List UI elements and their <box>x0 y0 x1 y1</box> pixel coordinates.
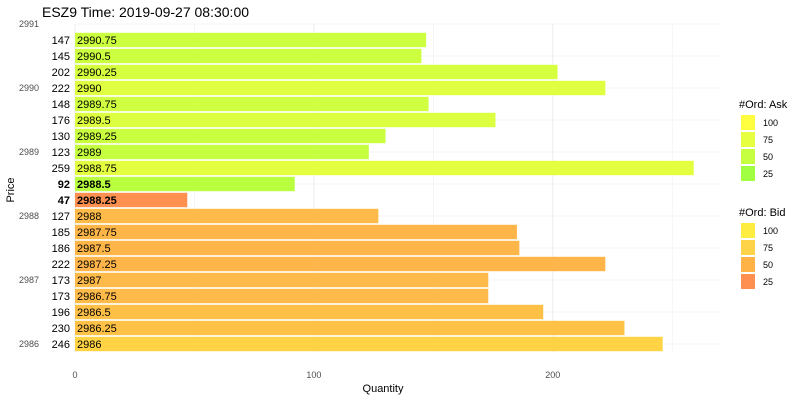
legend-label-bid: 100 <box>763 226 778 236</box>
legend-label-ask: 75 <box>763 135 773 145</box>
price-label: 2988.5 <box>77 179 111 191</box>
price-label: 2988.75 <box>77 163 117 175</box>
legend-label-bid: 75 <box>763 243 773 253</box>
x-tick-label: 0 <box>72 370 77 380</box>
legend-title-bid: #Ord: Bid <box>739 207 785 219</box>
y-tick-label: 2988 <box>19 211 39 221</box>
price-label: 2987.75 <box>77 227 117 239</box>
qty-label: 127 <box>52 211 70 223</box>
qty-label: 92 <box>58 179 70 191</box>
price-label: 2987.25 <box>77 259 117 271</box>
legend-key-ask <box>741 132 755 147</box>
legend-label-ask: 50 <box>763 152 773 162</box>
price-label: 2986.5 <box>77 307 111 319</box>
qty-label: 185 <box>52 227 70 239</box>
x-axis-ticks: 0 100 200 <box>72 370 560 380</box>
y-axis-ticks: 2986 2987 2988 2989 2990 2991 <box>19 19 39 349</box>
legend-label-ask: 100 <box>763 118 778 128</box>
bar-ask <box>75 96 429 112</box>
y-axis-title: Price <box>5 177 17 202</box>
bar-bid <box>75 224 517 240</box>
qty-label: 246 <box>52 339 70 351</box>
bar-bid <box>75 240 520 256</box>
bar-ask <box>75 32 427 48</box>
bars <box>75 32 694 352</box>
qty-label: 123 <box>52 147 70 159</box>
bar-bid <box>75 272 489 288</box>
x-tick-label: 100 <box>306 370 321 380</box>
price-label: 2990.75 <box>77 35 117 47</box>
price-label: 2989.25 <box>77 131 117 143</box>
legend-key-ask <box>741 149 755 164</box>
qty-label: 173 <box>52 291 70 303</box>
qty-label: 186 <box>52 243 70 255</box>
chart-title: ESZ9 Time: 2019-09-27 08:30:00 <box>42 4 249 20</box>
legend-key-bid <box>741 257 755 272</box>
qty-label: 130 <box>52 131 70 143</box>
bar-ask <box>75 128 386 144</box>
legend-label-ask: 25 <box>763 169 773 179</box>
price-label: 2990 <box>77 83 101 95</box>
bar-ask <box>75 80 606 96</box>
price-label: 2987.5 <box>77 243 111 255</box>
x-axis-title: Quantity <box>363 383 404 395</box>
y-tick-label: 2991 <box>19 19 39 29</box>
legends: #Ord: Ask 100 75 50 25 #Ord: Bid 100 75 50 25 <box>739 99 788 289</box>
qty-label: 259 <box>52 163 70 175</box>
price-label: 2990.5 <box>77 51 111 63</box>
price-label: 2986 <box>77 339 101 351</box>
bar-bid <box>75 256 606 272</box>
price-label: 2989 <box>77 147 101 159</box>
bar-ask <box>75 176 295 192</box>
bar-ask <box>75 144 369 160</box>
qty-label: 222 <box>52 83 70 95</box>
legend-key-bid <box>741 240 755 255</box>
qty-label: 222 <box>52 259 70 271</box>
legend-key-ask <box>741 115 755 130</box>
y-tick-label: 2987 <box>19 275 39 285</box>
price-label: 2988 <box>77 211 101 223</box>
legend-key-ask <box>741 166 755 181</box>
bar-ask <box>75 112 496 128</box>
qty-label: 196 <box>52 307 70 319</box>
legend-key-bid <box>741 274 755 289</box>
price-label: 2987 <box>77 275 101 287</box>
legend-label-bid: 25 <box>763 277 773 287</box>
price-label: 2986.25 <box>77 323 117 335</box>
qty-label: 202 <box>52 67 70 79</box>
qty-label: 148 <box>52 99 70 111</box>
bar-bid <box>75 304 544 320</box>
price-label: 2986.75 <box>77 291 117 303</box>
bar-bid <box>75 288 489 304</box>
y-tick-label: 2989 <box>19 147 39 157</box>
bar-bid <box>75 192 188 208</box>
qty-label: 230 <box>52 323 70 335</box>
x-tick-label: 200 <box>545 370 560 380</box>
price-label: 2989.5 <box>77 115 111 127</box>
bar-bid <box>75 320 625 336</box>
legend-key-bid <box>741 223 755 238</box>
row-labels: 147 2990.75 145 2990.5 202 2990.25 222 2990 148 2… <box>52 35 117 351</box>
price-label: 2990.25 <box>77 67 117 79</box>
y-tick-label: 2990 <box>19 83 39 93</box>
bar-ask <box>75 64 558 80</box>
price-label: 2989.75 <box>77 99 117 111</box>
legend-label-bid: 50 <box>763 260 773 270</box>
bar-bid <box>75 208 379 224</box>
qty-label: 176 <box>52 115 70 127</box>
qty-label: 173 <box>52 275 70 287</box>
bar-ask <box>75 160 694 176</box>
qty-label: 47 <box>58 195 70 207</box>
bar-bid <box>75 336 663 352</box>
price-label: 2988.25 <box>77 195 117 207</box>
qty-label: 145 <box>52 51 70 63</box>
bar-ask <box>75 48 422 64</box>
legend-title-ask: #Ord: Ask <box>739 99 788 111</box>
y-tick-label: 2986 <box>19 339 39 349</box>
qty-label: 147 <box>52 35 70 47</box>
